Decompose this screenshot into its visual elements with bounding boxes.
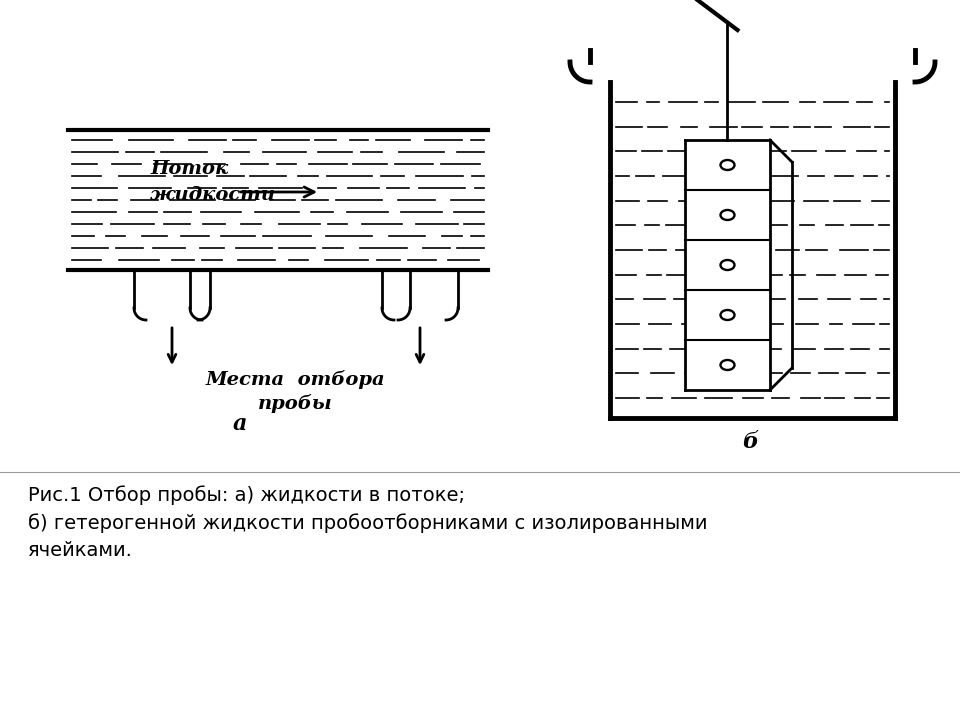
Text: ячейками.: ячейками. xyxy=(28,541,132,560)
Text: б) гетерогенной жидкости пробоотборниками с изолированными: б) гетерогенной жидкости пробоотборникам… xyxy=(28,513,708,533)
Bar xyxy=(685,140,770,390)
Text: б: б xyxy=(742,431,758,453)
Text: а: а xyxy=(233,413,247,435)
Text: пробы: пробы xyxy=(257,394,332,413)
Text: Поток: Поток xyxy=(150,160,228,178)
Text: жидкости: жидкости xyxy=(150,186,276,204)
Text: Места  отбора: Места отбора xyxy=(205,370,385,389)
Text: Рис.1 Отбор пробы: а) жидкости в потоке;: Рис.1 Отбор пробы: а) жидкости в потоке; xyxy=(28,485,465,505)
